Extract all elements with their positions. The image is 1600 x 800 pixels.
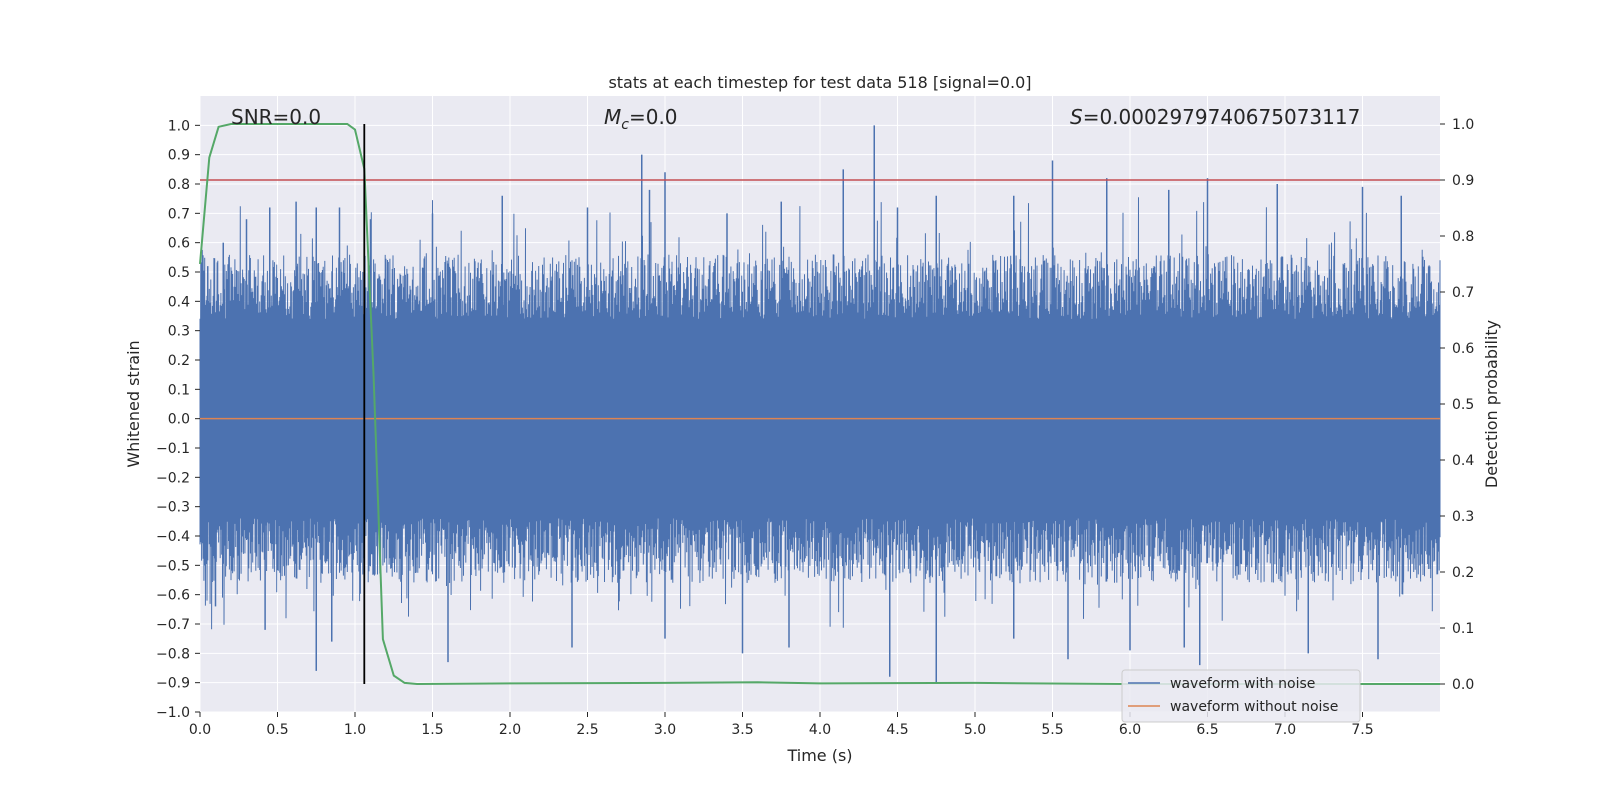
y-tick-label: −0.2 — [156, 470, 190, 486]
x-tick-label: 5.0 — [964, 722, 986, 738]
y-axis-label: Whitened strain — [124, 340, 143, 467]
y-tick-label: −1.0 — [156, 705, 190, 721]
x-tick-label: 7.0 — [1274, 722, 1296, 738]
y-tick-label: −0.4 — [156, 529, 190, 545]
right-axis-label: Detection probability — [1482, 320, 1501, 488]
y-tick-label: 0.6 — [168, 236, 190, 252]
chirp-mass-symbol: M — [604, 105, 621, 129]
y-tick-label: 1.0 — [168, 118, 190, 134]
x-axis-label: Time (s) — [786, 746, 852, 765]
x-tick-label: 2.0 — [499, 722, 521, 738]
x-tick-label: 6.0 — [1119, 722, 1141, 738]
y-tick-label: −0.9 — [156, 676, 190, 692]
x-tick-label: 0.0 — [189, 722, 211, 738]
y-tick-label: 0.3 — [168, 324, 190, 340]
snr-annotation: SNR=0.0 — [231, 105, 321, 129]
chirp-mass-subscript: c — [621, 117, 629, 133]
y-tick-label: 0.9 — [168, 148, 190, 164]
y-tick-label: −0.8 — [156, 646, 190, 662]
x-tick-label: 7.5 — [1351, 722, 1373, 738]
right-tick-label: 0.2 — [1452, 565, 1474, 581]
detection-probability-line — [199, 123, 1440, 686]
x-tick-label: 4.0 — [809, 722, 831, 738]
y-tick-label: 0.2 — [168, 353, 190, 369]
y-tick-label: 0.5 — [168, 265, 190, 281]
chart-title: stats at each timestep for test data 518… — [608, 73, 1031, 92]
y-tick-label: −0.6 — [156, 588, 190, 604]
s-annotation: S=0.0002979740675073117 — [1070, 105, 1360, 129]
x-tick-label: 5.5 — [1041, 722, 1063, 738]
x-tick-label: 0.5 — [266, 722, 288, 738]
y-tick-label: 0.1 — [168, 382, 190, 398]
right-tick-label: 0.5 — [1452, 397, 1474, 413]
legend-box — [1121, 669, 1361, 723]
y-axis-ticks: 1.0 0.9 0.8 0.7 0.6 0.5 0.4 0.3 0.2 0.1 0.0 −0.1 −0.… — [156, 118, 200, 721]
x-axis-ticks: 0.0 0.5 1.0 1.5 2.0 2.5 3.0 3.5 4.0 4.5 5.0 5.5 6.0 6… — [189, 712, 1374, 738]
right-tick-label: 0.0 — [1452, 677, 1474, 693]
x-tick-label: 2.5 — [576, 722, 598, 738]
right-tick-label: 1.0 — [1452, 117, 1474, 133]
right-tick-label: 0.4 — [1452, 453, 1474, 469]
legend-label-noise: waveform with noise — [1170, 676, 1315, 692]
right-axis-ticks: 1.0 0.9 0.8 0.7 0.6 0.5 0.4 0.3 0.2 0.1 0.0 — [1440, 117, 1474, 693]
legend-label-clean: waveform without noise — [1170, 699, 1338, 715]
x-tick-label: 3.0 — [654, 722, 676, 738]
y-tick-label: 0.7 — [168, 206, 190, 222]
y-tick-label: −0.1 — [156, 441, 190, 457]
right-tick-label: 0.3 — [1452, 509, 1474, 525]
y-tick-label: −0.3 — [156, 500, 190, 516]
chirp-mass-value: =0.0 — [629, 105, 678, 129]
y-tick-label: −0.7 — [156, 617, 190, 633]
x-tick-label: 4.5 — [886, 722, 908, 738]
right-tick-label: 0.7 — [1452, 285, 1474, 301]
y-tick-label: 0.8 — [168, 177, 190, 193]
overlay-lines — [199, 123, 1440, 686]
x-tick-label: 6.5 — [1196, 722, 1218, 738]
right-tick-label: 0.1 — [1452, 621, 1474, 637]
right-tick-label: 0.6 — [1452, 341, 1474, 357]
s-symbol: S — [1070, 105, 1083, 129]
chirp-mass-annotation: Mc=0.0 — [604, 105, 678, 133]
right-tick-label: 0.9 — [1452, 173, 1474, 189]
s-value: =0.0002979740675073117 — [1083, 105, 1361, 129]
right-tick-label: 0.8 — [1452, 229, 1474, 245]
y-tick-label: 0.4 — [168, 294, 190, 310]
x-tick-label: 1.0 — [344, 722, 366, 738]
legend: waveform with noise waveform without noi… — [1121, 669, 1361, 723]
y-tick-label: −0.5 — [156, 558, 190, 574]
x-tick-label: 1.5 — [421, 722, 443, 738]
y-tick-label: 0.0 — [168, 412, 190, 428]
x-tick-label: 3.5 — [731, 722, 753, 738]
